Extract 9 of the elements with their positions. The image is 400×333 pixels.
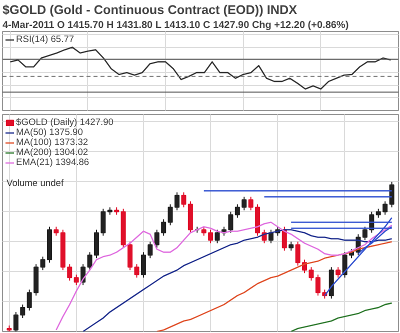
annotation: Volume undef (6, 178, 64, 188)
legend-label: RSI(14) 65.77 (16, 34, 74, 44)
chart-title: $GOLD (Gold - Continuous Contract (EOD)) INDX (2, 3, 298, 17)
legend-label: MA(200) 1304.02 (16, 147, 88, 157)
chart-subtitle: 4-Mar-2011 O 1415.70 H 1431.80 L 1413.10 C 1427.90 Chg +12.20 (+0.86%) (2, 20, 349, 31)
legend-label: MA(50) 1375.90 (16, 127, 83, 137)
legend-label: $GOLD (Daily) 1427.90 (16, 117, 114, 127)
legend-label: EMA(21) 1394.86 (16, 157, 90, 167)
legend-label: MA(100) 1373.32 (16, 137, 88, 147)
